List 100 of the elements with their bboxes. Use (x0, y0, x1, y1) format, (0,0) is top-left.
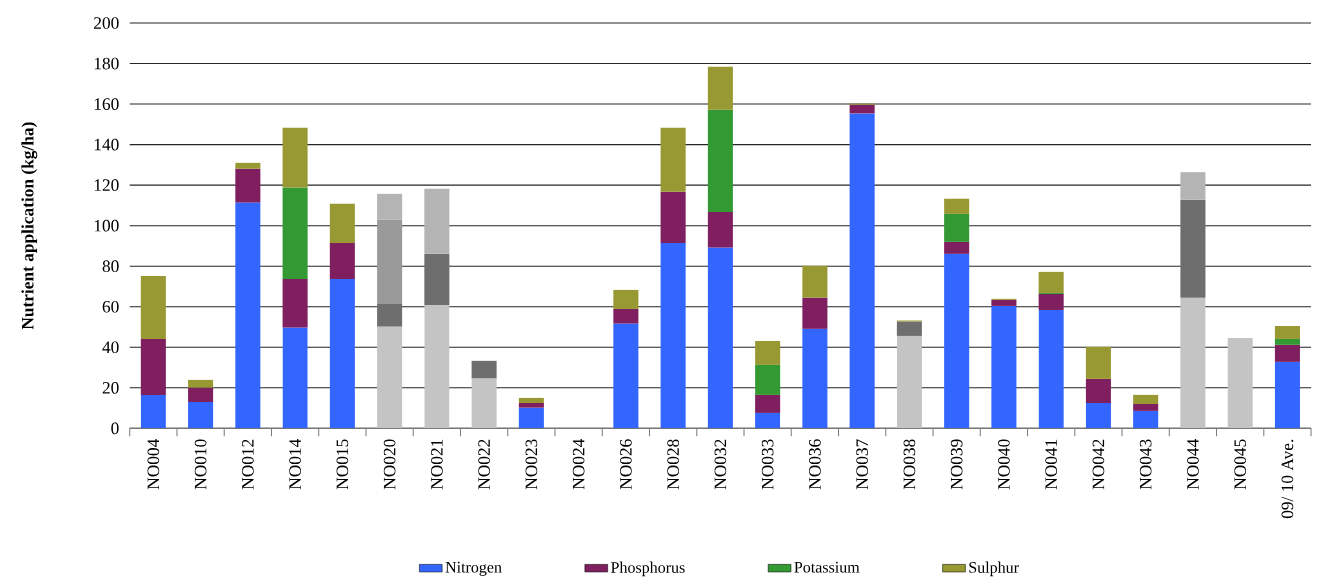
bar (660, 242, 686, 429)
x-tick-label: NO021 (431, 439, 443, 490)
y-tick-label: 40 (102, 341, 119, 354)
bar (755, 340, 781, 365)
x-tick-label: NO032 (714, 439, 727, 490)
y-axis-title: Nutrient application (kg/ha) (21, 122, 38, 330)
x-tick-label: NO026 (620, 439, 632, 490)
x-tick-label: NO024 (572, 439, 585, 490)
bar (1085, 378, 1111, 403)
x-tick-label: NO042 (1092, 439, 1105, 490)
x-tick-label: NO012 (242, 439, 254, 490)
bar (707, 66, 733, 110)
x-tick-label: NO038 (903, 439, 916, 490)
y-tick-label: 200 (94, 17, 119, 29)
y-tick-label: 140 (94, 138, 119, 151)
bar (802, 265, 828, 298)
y-tick-label: 0 (111, 422, 119, 435)
bar (518, 407, 544, 429)
x-tick-label: NO041 (1045, 439, 1057, 490)
bar (1274, 338, 1300, 345)
bar (1274, 325, 1300, 339)
legend-label: Potassium (794, 561, 860, 573)
bar (140, 275, 166, 339)
bar (235, 202, 261, 429)
bar (235, 168, 261, 203)
bar (660, 127, 686, 192)
bar (329, 278, 355, 429)
bar (802, 328, 828, 429)
bar (1180, 199, 1206, 298)
bar (188, 379, 214, 388)
bar (707, 109, 733, 212)
bar (1085, 403, 1111, 429)
x-tick-label: NO045 (1234, 439, 1247, 490)
bar (377, 303, 403, 327)
bar (1274, 361, 1300, 429)
y-tick-label: 180 (94, 57, 119, 70)
bar (518, 397, 544, 403)
x-tick-label: NO014 (289, 439, 301, 490)
bar (235, 162, 261, 169)
bar (1038, 293, 1064, 310)
bar (849, 104, 875, 114)
bar (377, 219, 403, 304)
bar (424, 188, 450, 254)
x-tick-label: NO023 (525, 439, 538, 490)
bar (896, 321, 922, 336)
bar (1133, 404, 1159, 411)
legend-label: Nitrogen (445, 561, 502, 576)
y-tick-label: 60 (102, 300, 119, 313)
bar (944, 213, 970, 242)
bar (849, 113, 875, 429)
bar (188, 401, 214, 429)
bar (1038, 309, 1064, 429)
bar (755, 412, 781, 429)
x-tick-label: 09/ 10 Ave. (1281, 439, 1294, 519)
bar (424, 253, 450, 305)
y-tick-label: 100 (94, 219, 119, 232)
x-tick-label: NO044 (1187, 439, 1199, 490)
bar (282, 127, 308, 188)
bar (944, 198, 970, 214)
bar (1227, 337, 1253, 429)
x-tick-label: NO036 (809, 439, 821, 490)
bar (613, 308, 639, 324)
legend-label: Sulphur (969, 561, 1019, 577)
x-tick-label: NO043 (1139, 439, 1152, 490)
bar (944, 241, 970, 254)
bar (471, 378, 497, 429)
bar (282, 327, 308, 429)
x-tick-label: NO040 (998, 439, 1010, 490)
bar (1180, 297, 1206, 429)
bar (1133, 410, 1159, 429)
bar (140, 338, 166, 395)
x-tick-label: NO022 (478, 439, 490, 490)
bar (1180, 172, 1206, 200)
bar (329, 203, 355, 243)
x-tick-label: NO039 (950, 439, 963, 490)
bar (613, 323, 639, 429)
bar (518, 403, 544, 408)
x-tick-label: NO033 (761, 439, 774, 490)
bar (424, 304, 450, 429)
bar (613, 289, 639, 309)
bar (282, 187, 308, 279)
bar (329, 242, 355, 279)
bar (471, 360, 497, 379)
bar (707, 211, 733, 248)
bar (707, 247, 733, 429)
bar (1274, 344, 1300, 362)
x-tick-label: NO037 (856, 439, 868, 490)
x-tick-label: NO015 (336, 439, 349, 490)
bar (1085, 346, 1111, 379)
bar (1038, 271, 1064, 293)
y-tick-label: 20 (102, 381, 119, 394)
x-tick-label: NO004 (147, 439, 160, 490)
bar (991, 299, 1017, 306)
y-tick-label: 80 (102, 260, 119, 273)
x-tick-label: NO010 (194, 439, 207, 490)
x-tick-label: NO028 (667, 439, 679, 490)
bar (140, 394, 166, 429)
legend-label: Phosphorus (611, 561, 685, 577)
y-tick-label: 160 (94, 98, 119, 110)
y-tick-label: 120 (94, 179, 119, 191)
